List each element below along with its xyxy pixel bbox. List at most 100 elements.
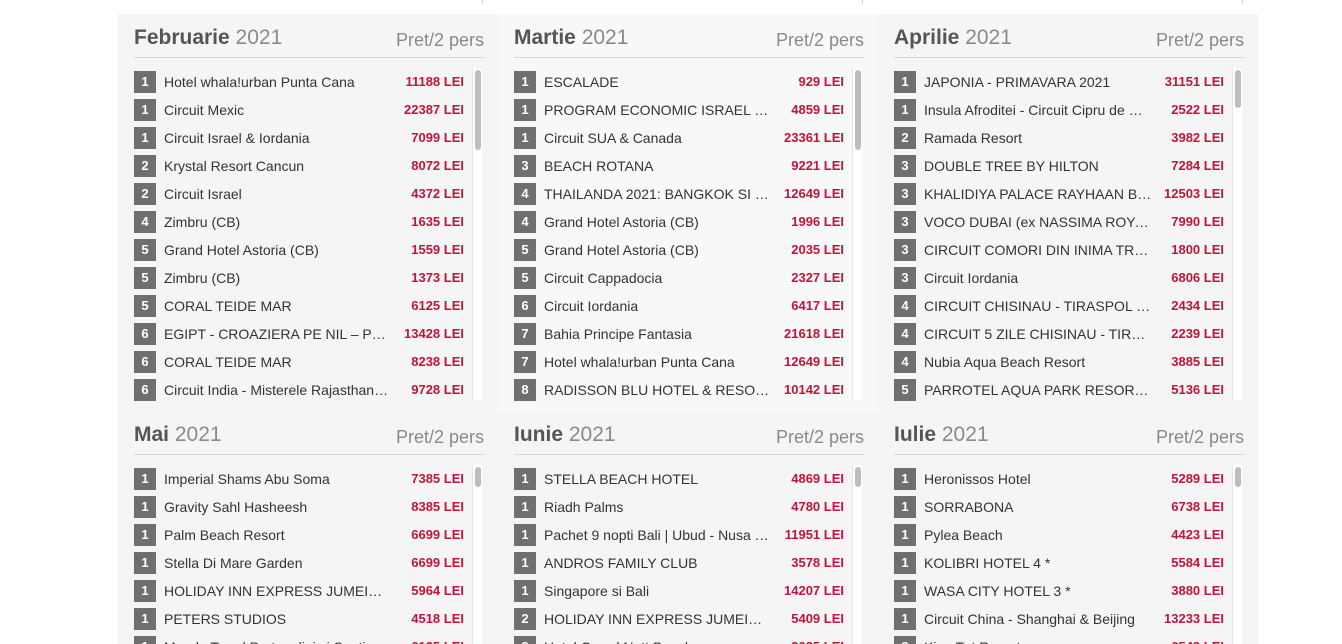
offer-name-link[interactable]: EGIPT - CROAZIERA PE NIL – PRIMAVARA — [164, 326, 392, 342]
offer-row[interactable]: 3 Circuit Iordania 6806 LEI — [894, 264, 1234, 292]
offer-row[interactable]: 1 Imperial Shams Abu Soma 7385 LEI — [134, 465, 474, 493]
offer-name-link[interactable]: Circuit Mexic — [164, 102, 245, 118]
offer-row[interactable]: 6 CORAL TEIDE MAR 8238 LEI — [134, 348, 474, 376]
offer-row[interactable]: 3 CIRCUIT COMORI DIN INIMA TRANSILVANIEI 1… — [894, 236, 1234, 264]
offer-row[interactable]: 7 Bahia Principe Fantasia 21618 LEI — [514, 320, 854, 348]
offer-name-link[interactable]: CORAL TEIDE MAR — [164, 298, 292, 314]
offer-row[interactable]: 1 KOLIBRI HOTEL 4 * 5584 LEI — [894, 549, 1234, 577]
offer-name-link[interactable]: Circuit India - Misterele Rajasthanului — [164, 382, 392, 398]
offer-row[interactable]: 4 THAILANDA 2021: BANGKOK SI PATTAYA 12649… — [514, 180, 854, 208]
offer-name-link[interactable]: Nubia Aqua Beach Resort — [924, 354, 1086, 370]
offer-name-link[interactable]: Imperial Shams Abu Soma — [164, 471, 330, 487]
offer-row[interactable]: 3 KHALIDIYA PALACE RAYHAAN BY ROTANA 12503… — [894, 180, 1234, 208]
offer-name-link[interactable]: Zimbru (CB) — [164, 214, 241, 230]
offer-name-link[interactable]: King Tut Resort — [924, 637, 1152, 644]
offer-row[interactable]: 1 Circuit China - Shanghai & Beijing 13233… — [894, 605, 1234, 633]
scrollbar-thumb[interactable] — [475, 467, 481, 487]
offer-row[interactable]: 2 Ramada Resort 3982 LEI — [894, 124, 1234, 152]
offer-row[interactable]: 1 PROGRAM ECONOMIC ISRAEL 2021 4859 LEI — [514, 96, 854, 124]
offer-name-link[interactable]: Pachet 9 nopti Bali | Ubud - Nusa Dua — [544, 527, 772, 543]
offer-row[interactable]: 2 Circuit Israel 4372 LEI — [134, 180, 474, 208]
offer-row[interactable]: 6 Circuit India - Misterele Rajasthanului… — [134, 376, 474, 404]
offer-name-link[interactable]: Pylea Beach — [924, 527, 1003, 543]
offer-name-link[interactable]: Stella Di Mare Garden — [164, 555, 303, 571]
offer-row[interactable]: 1 PETERS STUDIOS 4518 LEI — [134, 605, 474, 633]
offer-name-link[interactable]: SORRABONA — [924, 499, 1014, 515]
offer-name-link[interactable]: Palm Beach Resort — [164, 527, 285, 543]
offer-row[interactable]: 1 Marele Tur al Portugaliei si Santiago 61… — [134, 633, 474, 644]
offer-row[interactable]: 6 Circuit Iordania 6417 LEI — [514, 292, 854, 320]
offer-row[interactable]: 5 Zimbru (CB) 1373 LEI — [134, 264, 474, 292]
offer-name-link[interactable]: Circuit Cappadocia — [544, 270, 663, 286]
offer-row[interactable]: 2 Hotel Grand Nett Beach 2035 LEI — [514, 633, 854, 644]
offer-row[interactable]: 1 ANDROS FAMILY CLUB 3578 LEI — [514, 549, 854, 577]
offer-name-link[interactable]: RADISSON BLU HOTEL & RESORT CORNICHE — [544, 382, 772, 398]
offer-row[interactable]: 1 HOLIDAY INN EXPRESS JUMEIRAH 5964 LEI — [134, 577, 474, 605]
offer-row[interactable]: 1 SORRABONA 6738 LEI — [894, 493, 1234, 521]
offer-name-link[interactable]: CIRCUIT CHISINAU - TIRASPOL - ODESA — [924, 298, 1152, 314]
offer-name-link[interactable]: PETERS STUDIOS — [164, 611, 287, 627]
offer-name-link[interactable]: PROGRAM ECONOMIC ISRAEL 2021 — [544, 102, 772, 118]
offer-name-link[interactable]: Gravity Sahl Hasheesh — [164, 499, 308, 515]
offer-name-link[interactable]: DOUBLE TREE BY HILTON — [924, 158, 1099, 174]
offer-row[interactable]: 4 CIRCUIT 5 ZILE CHISINAU - TIRASPOL 2239 … — [894, 320, 1234, 348]
offer-name-link[interactable]: STELLA BEACH HOTEL — [544, 471, 699, 487]
offer-row[interactable]: 7 Hotel whala!urban Punta Cana 12649 LEI — [514, 348, 854, 376]
offer-row[interactable]: 8 RADISSON BLU HOTEL & RESORT CORNICHE 101… — [514, 376, 854, 404]
offer-name-link[interactable]: Riadh Palms — [544, 499, 624, 515]
offer-name-link[interactable]: Grand Hotel Astoria (CB) — [164, 242, 319, 258]
offer-name-link[interactable]: Grand Hotel Astoria (CB) — [544, 242, 699, 258]
offer-name-link[interactable]: ESCALADE — [544, 74, 619, 90]
offer-name-link[interactable]: Grand Hotel Astoria (CB) — [544, 214, 699, 230]
scrollbar-thumb[interactable] — [475, 70, 481, 150]
offer-name-link[interactable]: Zimbru (CB) — [164, 270, 241, 286]
offer-name-link[interactable]: KOLIBRI HOTEL 4 * — [924, 555, 1051, 571]
offer-name-link[interactable]: Bahia Principe Fantasia — [544, 326, 692, 342]
offer-name-link[interactable]: PARROTEL AQUA PARK RESORT (EX ... — [924, 382, 1152, 398]
offer-row[interactable]: 3 BEACH ROTANA 9221 LEI — [514, 152, 854, 180]
list-scrollbar[interactable] — [852, 465, 862, 644]
offer-name-link[interactable]: Circuit Israel & Iordania — [164, 130, 310, 146]
offer-name-link[interactable]: Hotel Grand Nett Beach — [544, 637, 772, 644]
list-scrollbar[interactable] — [1232, 68, 1242, 400]
offer-name-link[interactable]: JAPONIA - PRIMAVARA 2021 — [924, 74, 1111, 90]
offer-name-link[interactable]: HOLIDAY INN EXPRESS JUMEIRAH — [544, 611, 772, 627]
offer-row[interactable]: 1 ESCALADE 929 LEI — [514, 68, 854, 96]
offer-name-link[interactable]: ANDROS FAMILY CLUB — [544, 555, 698, 571]
offer-name-link[interactable]: Hotel whala!urban Punta Cana — [164, 74, 355, 90]
offer-row[interactable]: 4 Nubia Aqua Beach Resort 3885 LEI — [894, 348, 1234, 376]
list-scrollbar[interactable] — [852, 68, 862, 400]
offer-name-link[interactable]: Circuit Iordania — [544, 298, 639, 314]
offer-name-link[interactable]: KHALIDIYA PALACE RAYHAAN BY ROTANA — [924, 186, 1152, 202]
offer-row[interactable]: 1 Circuit Israel & Iordania 7099 LEI — [134, 124, 474, 152]
offer-row[interactable]: 1 Insula Afroditei - Circuit Cipru de Nor… — [894, 96, 1234, 124]
offer-row[interactable]: 1 Heronissos Hotel 5289 LEI — [894, 465, 1234, 493]
offer-name-link[interactable]: Krystal Resort Cancun — [164, 158, 305, 174]
offer-row[interactable]: 5 PARROTEL AQUA PARK RESORT (EX ... 5136 L… — [894, 376, 1234, 404]
offer-row[interactable]: 2 HOLIDAY INN EXPRESS JUMEIRAH 5409 LEI — [514, 605, 854, 633]
offer-row[interactable]: 5 Grand Hotel Astoria (CB) 1559 LEI — [134, 236, 474, 264]
offer-name-link[interactable]: Circuit China - Shanghai & Beijing — [924, 611, 1135, 627]
offer-row[interactable]: 1 Riadh Palms 4780 LEI — [514, 493, 854, 521]
scrollbar-thumb[interactable] — [1235, 70, 1241, 108]
offer-row[interactable]: 1 Singapore si Bali 14207 LEI — [514, 577, 854, 605]
offer-name-link[interactable]: Hotel whala!urban Punta Cana — [544, 354, 735, 370]
offer-row[interactable]: 4 CIRCUIT CHISINAU - TIRASPOL - ODESA 2434… — [894, 292, 1234, 320]
offer-row[interactable]: 3 VOCO DUBAI (ex NASSIMA ROYAL) 7990 LEI — [894, 208, 1234, 236]
offer-name-link[interactable]: Ramada Resort — [924, 130, 1023, 146]
offer-row[interactable]: 2 King Tut Resort 6543 LEI — [894, 633, 1234, 644]
offer-row[interactable]: 5 Circuit Cappadocia 2327 LEI — [514, 264, 854, 292]
list-scrollbar[interactable] — [472, 465, 482, 644]
offer-name-link[interactable]: CIRCUIT 5 ZILE CHISINAU - TIRASPOL — [924, 326, 1152, 342]
offer-name-link[interactable]: HOLIDAY INN EXPRESS JUMEIRAH — [164, 583, 392, 599]
offer-row[interactable]: 1 Pachet 9 nopti Bali | Ubud - Nusa Dua 11… — [514, 521, 854, 549]
offer-name-link[interactable]: Circuit Israel — [164, 186, 242, 202]
offer-row[interactable]: 3 DOUBLE TREE BY HILTON 7284 LEI — [894, 152, 1234, 180]
offer-row[interactable]: 5 Grand Hotel Astoria (CB) 2035 LEI — [514, 236, 854, 264]
offer-name-link[interactable]: Circuit SUA & Canada — [544, 130, 682, 146]
offer-name-link[interactable]: CIRCUIT COMORI DIN INIMA TRANSILVANIEI — [924, 242, 1152, 258]
offer-name-link[interactable]: Heronissos Hotel — [924, 471, 1031, 487]
offer-row[interactable]: 1 WASA CITY HOTEL 3 * 3880 LEI — [894, 577, 1234, 605]
offer-row[interactable]: 1 Palm Beach Resort 6699 LEI — [134, 521, 474, 549]
offer-name-link[interactable]: Circuit Iordania — [924, 270, 1019, 286]
